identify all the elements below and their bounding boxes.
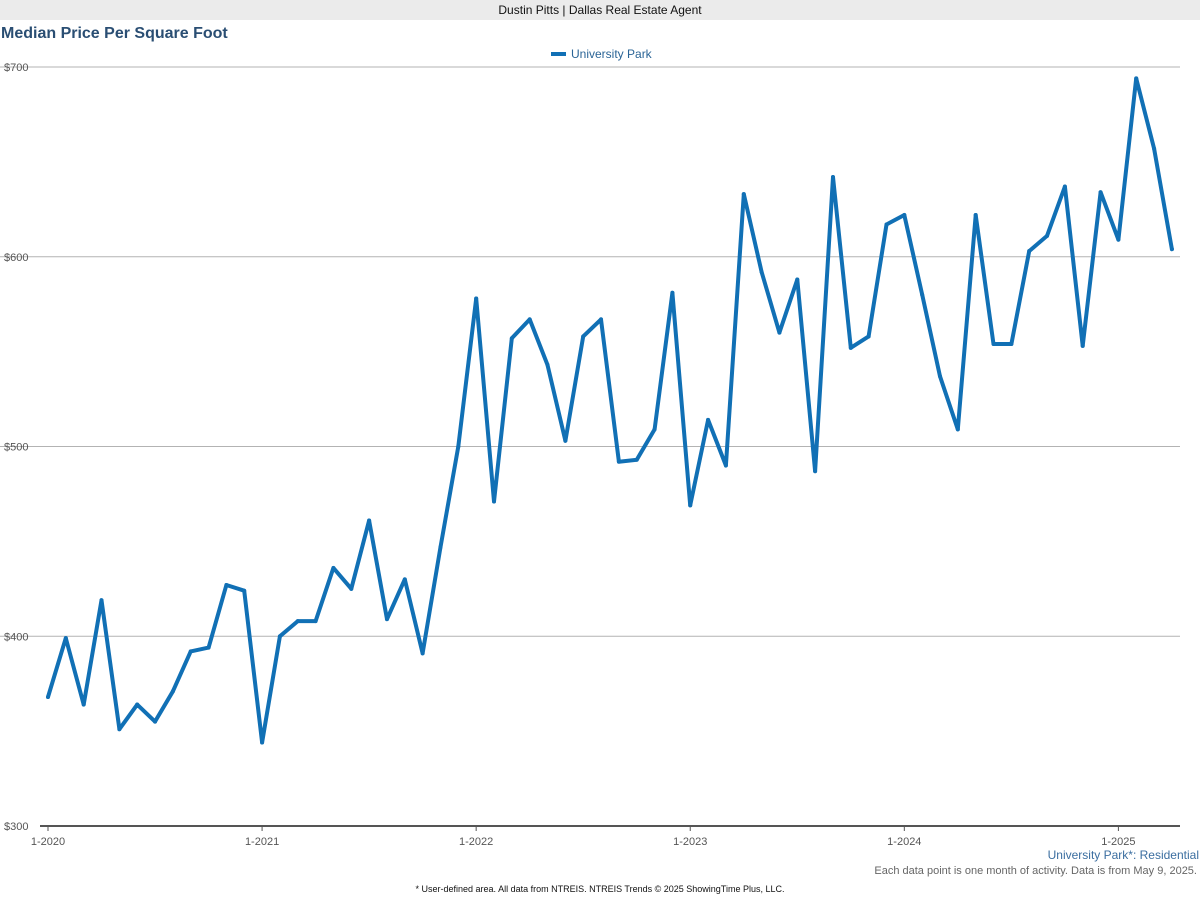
data-point [492,499,496,504]
source-note: * User-defined area. All data from NTREI… [415,884,785,894]
data-point [991,342,996,347]
data-point [920,292,925,297]
data-point [652,427,657,432]
data-point [866,334,871,339]
data-point [777,330,782,335]
data-point [634,457,639,462]
data-point [581,334,586,339]
data-point [955,427,960,432]
data-point [206,645,211,650]
data-point [224,583,229,588]
data-point [63,636,68,641]
data-point [170,689,175,694]
data-point [277,634,282,639]
data-point [670,290,675,295]
data-point [295,619,300,624]
y-tick-label: $300 [4,821,28,833]
series-line-university-park [46,76,1174,745]
data-point [1098,190,1103,195]
x-tick-label: 1-2024 [887,836,921,848]
y-tick-label: $600 [4,252,28,264]
data-point [616,459,621,464]
data-point [99,598,104,603]
data-point [153,719,158,724]
data-point [509,336,514,341]
x-tick-label: 1-2021 [245,836,279,848]
data-point [1152,146,1157,151]
data-point [420,651,425,656]
chart-title: Median Price Per Square Foot [1,25,228,42]
x-tick-label: 1-2020 [31,836,65,848]
y-tick-label: $500 [4,442,28,454]
data-point [741,192,746,197]
y-tick-label: $700 [4,62,28,74]
data-point [813,469,818,474]
data-point [402,577,407,582]
data-point [117,727,122,732]
data-point [938,374,942,379]
data-point [188,649,193,654]
data-point [830,175,835,180]
data-point [260,740,265,745]
x-tick-label: 1-2023 [673,836,707,848]
data-point [723,463,728,468]
data-point [527,317,532,322]
data-point [795,277,800,282]
data-point [545,362,550,367]
y-tick-label: $400 [4,631,28,643]
data-point [349,586,354,591]
data-point [706,417,711,422]
legend: University Park [551,46,652,62]
data-point [81,702,86,707]
data-point [135,702,140,707]
area-label: University Park*: Residential [1047,848,1199,862]
data-point [456,444,461,449]
data-point [474,296,479,301]
agent-header: Dustin Pitts | Dallas Real Estate Agent [0,0,1200,20]
data-point [848,345,853,350]
data-point [1134,76,1139,81]
data-point [1027,249,1032,254]
data-point [242,588,247,593]
data-point [1009,342,1014,347]
data-point [1116,237,1121,242]
data-point [331,565,336,570]
data-point [759,269,764,274]
data-note: Each data point is one month of activity… [874,865,1197,877]
data-point [563,438,568,443]
legend-label: University Park [571,47,652,61]
x-tick-label: 1-2022 [459,836,493,848]
data-point [599,317,604,322]
data-point [1080,343,1085,348]
data-point [688,503,693,508]
legend-swatch [551,52,566,56]
x-tick-label: 1-2025 [1101,836,1135,848]
data-point [973,213,978,218]
data-point [1169,247,1174,252]
data-point [438,545,443,550]
data-point [1045,233,1050,238]
data-point [313,619,318,624]
data-point [367,518,372,523]
data-point [1062,184,1067,189]
data-point [902,213,907,218]
data-point [46,694,50,699]
data-point [884,222,889,227]
data-point [384,617,389,622]
